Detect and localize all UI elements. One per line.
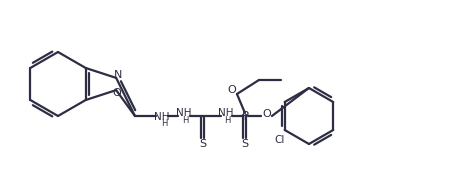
Text: H: H (182, 116, 188, 125)
Text: NH: NH (154, 112, 169, 122)
Text: S: S (241, 139, 248, 149)
Text: Cl: Cl (274, 135, 284, 145)
Text: NH: NH (176, 108, 191, 118)
Text: O: O (262, 109, 271, 119)
Text: H: H (223, 116, 230, 125)
Text: P: P (241, 110, 248, 122)
Text: S: S (199, 139, 206, 149)
Text: H: H (161, 119, 167, 127)
Text: O: O (227, 85, 236, 95)
Text: O: O (112, 88, 121, 98)
Text: N: N (114, 70, 122, 80)
Text: NH: NH (218, 108, 233, 118)
